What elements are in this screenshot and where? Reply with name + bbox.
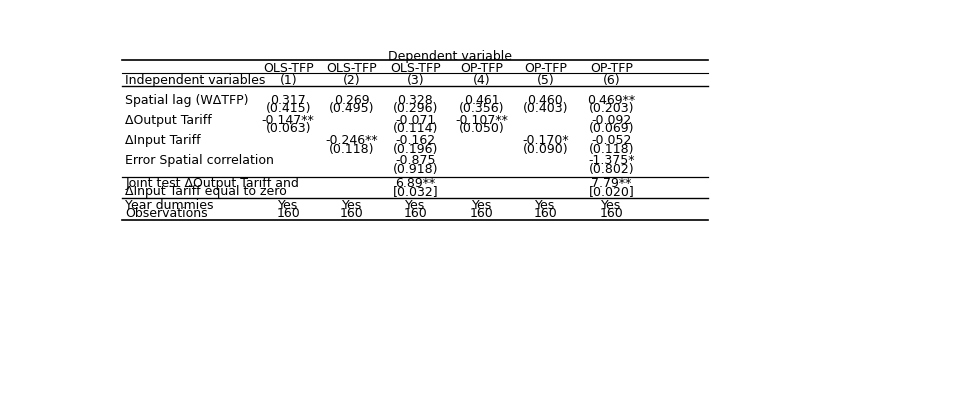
Text: 0.328: 0.328 bbox=[397, 94, 433, 107]
Text: [0.032]: [0.032] bbox=[392, 185, 437, 197]
Text: [0.020]: [0.020] bbox=[588, 185, 634, 197]
Text: ΔInput Tariff equal to zero: ΔInput Tariff equal to zero bbox=[125, 185, 287, 197]
Text: 160: 160 bbox=[276, 206, 300, 220]
Text: Joint test ΔOutput Tariff and: Joint test ΔOutput Tariff and bbox=[125, 177, 299, 190]
Text: -0.162: -0.162 bbox=[395, 134, 435, 147]
Text: (0.069): (0.069) bbox=[588, 122, 634, 135]
Text: (0.918): (0.918) bbox=[392, 162, 437, 175]
Text: ΔOutput Tariff: ΔOutput Tariff bbox=[125, 114, 212, 127]
Text: (3): (3) bbox=[406, 74, 424, 87]
Text: (0.196): (0.196) bbox=[393, 142, 437, 155]
Text: 160: 160 bbox=[339, 206, 363, 220]
Text: -0.246**: -0.246** bbox=[325, 134, 377, 147]
Text: (0.356): (0.356) bbox=[458, 102, 504, 115]
Text: Yes: Yes bbox=[535, 198, 555, 211]
Text: (0.114): (0.114) bbox=[393, 122, 437, 135]
Text: Yes: Yes bbox=[277, 198, 298, 211]
Text: 0.469**: 0.469** bbox=[587, 94, 635, 107]
Text: -0.092: -0.092 bbox=[591, 114, 631, 127]
Text: (0.403): (0.403) bbox=[522, 102, 568, 115]
Text: 0.461: 0.461 bbox=[464, 94, 499, 107]
Text: (2): (2) bbox=[342, 74, 360, 87]
Text: 160: 160 bbox=[403, 206, 427, 220]
Text: (0.495): (0.495) bbox=[329, 102, 375, 115]
Text: Spatial lag (WΔTFP): Spatial lag (WΔTFP) bbox=[125, 94, 249, 107]
Text: -0.170*: -0.170* bbox=[521, 134, 568, 147]
Text: -0.052: -0.052 bbox=[591, 134, 631, 147]
Text: (0.415): (0.415) bbox=[265, 102, 311, 115]
Text: (0.118): (0.118) bbox=[329, 142, 375, 155]
Text: Observations: Observations bbox=[125, 206, 208, 220]
Text: 0.269: 0.269 bbox=[334, 94, 369, 107]
Text: (0.050): (0.050) bbox=[458, 122, 504, 135]
Text: OLS-TFP: OLS-TFP bbox=[390, 62, 440, 74]
Text: 160: 160 bbox=[598, 206, 622, 220]
Text: (0.118): (0.118) bbox=[588, 142, 634, 155]
Text: (0.802): (0.802) bbox=[588, 162, 634, 175]
Text: (5): (5) bbox=[536, 74, 554, 87]
Text: 6.89**: 6.89** bbox=[395, 177, 435, 190]
Text: -0.147**: -0.147** bbox=[261, 114, 314, 127]
Text: Yes: Yes bbox=[600, 198, 620, 211]
Text: (0.203): (0.203) bbox=[588, 102, 634, 115]
Text: OLS-TFP: OLS-TFP bbox=[326, 62, 376, 74]
Text: -0.875: -0.875 bbox=[395, 154, 436, 167]
Text: OLS-TFP: OLS-TFP bbox=[263, 62, 314, 74]
Text: ΔInput Tariff: ΔInput Tariff bbox=[125, 134, 201, 147]
Text: Independent variables: Independent variables bbox=[125, 74, 266, 87]
Text: 160: 160 bbox=[533, 206, 557, 220]
Text: 0.460: 0.460 bbox=[527, 94, 563, 107]
Text: OP-TFP: OP-TFP bbox=[460, 62, 503, 74]
Text: (1): (1) bbox=[279, 74, 296, 87]
Text: -0.071: -0.071 bbox=[395, 114, 435, 127]
Text: 160: 160 bbox=[470, 206, 494, 220]
Text: -0.107**: -0.107** bbox=[455, 114, 508, 127]
Text: (6): (6) bbox=[602, 74, 619, 87]
Text: Year dummies: Year dummies bbox=[125, 198, 213, 211]
Text: 0.317: 0.317 bbox=[270, 94, 306, 107]
Text: Yes: Yes bbox=[405, 198, 425, 211]
Text: OP-TFP: OP-TFP bbox=[589, 62, 632, 74]
Text: Yes: Yes bbox=[472, 198, 492, 211]
Text: Error Spatial correlation: Error Spatial correlation bbox=[125, 154, 274, 167]
Text: Yes: Yes bbox=[341, 198, 361, 211]
Text: Dependent variable: Dependent variable bbox=[387, 50, 511, 63]
Text: (0.063): (0.063) bbox=[265, 122, 311, 135]
Text: (0.296): (0.296) bbox=[393, 102, 437, 115]
Text: OP-TFP: OP-TFP bbox=[523, 62, 566, 74]
Text: 7.79**: 7.79** bbox=[591, 177, 631, 190]
Text: (0.090): (0.090) bbox=[522, 142, 568, 155]
Text: (4): (4) bbox=[473, 74, 490, 87]
Text: -1.375*: -1.375* bbox=[587, 154, 634, 167]
